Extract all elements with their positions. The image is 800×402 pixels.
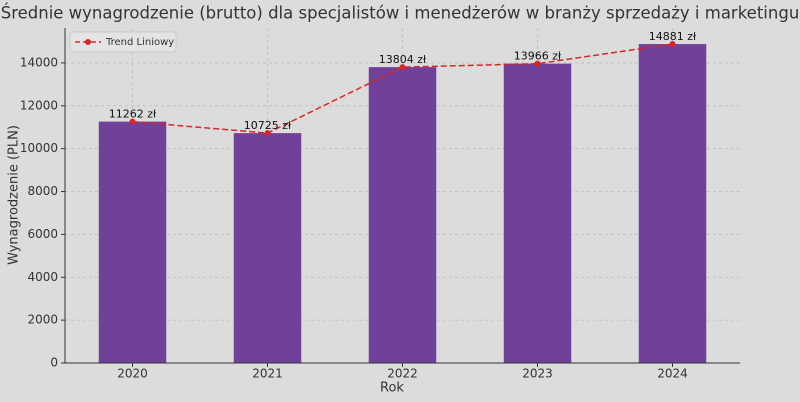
bar	[98, 121, 167, 363]
chart-title: Średnie wynagrodzenie (brutto) dla specj…	[1, 4, 800, 23]
trend-point	[669, 41, 676, 48]
bar	[233, 133, 302, 363]
legend: Trend Liniowy	[69, 31, 177, 53]
y-tick-label: 14000	[20, 55, 58, 69]
y-tick-label: 10000	[20, 141, 58, 155]
y-tick-label: 12000	[20, 98, 58, 112]
value-label: 10725 zł	[244, 119, 292, 132]
bar	[368, 67, 437, 364]
y-tick-label: 4000	[27, 270, 58, 284]
trend-line	[132, 43, 673, 134]
y-tick-label: 8000	[27, 184, 58, 198]
value-label: 14881 zł	[649, 30, 697, 43]
y-tick-label: 6000	[27, 227, 58, 241]
x-axis-label: Rok	[380, 381, 404, 396]
y-tick-label: 2000	[27, 313, 58, 327]
x-tick-label: 2023	[522, 367, 553, 381]
trend-point	[264, 130, 271, 137]
trend-point	[534, 60, 541, 67]
bar	[503, 63, 572, 364]
legend-box	[69, 31, 177, 53]
legend-marker	[85, 39, 91, 45]
trend-point	[129, 118, 136, 125]
value-label: 13966 zł	[514, 50, 562, 63]
value-label: 13804 zł	[379, 53, 427, 66]
y-tick-label: 0	[50, 356, 58, 370]
legend-label: Trend Liniowy	[105, 37, 174, 48]
bar	[638, 44, 707, 364]
x-tick-label: 2022	[387, 367, 418, 381]
y-axis-label: Wynagrodzenie (PLN)	[7, 125, 22, 265]
value-label: 11262 zł	[109, 108, 157, 121]
x-tick-label: 2021	[252, 367, 283, 381]
x-tick-label: 2024	[657, 367, 688, 381]
x-tick-label: 2020	[117, 367, 148, 381]
trend-point	[399, 64, 406, 71]
